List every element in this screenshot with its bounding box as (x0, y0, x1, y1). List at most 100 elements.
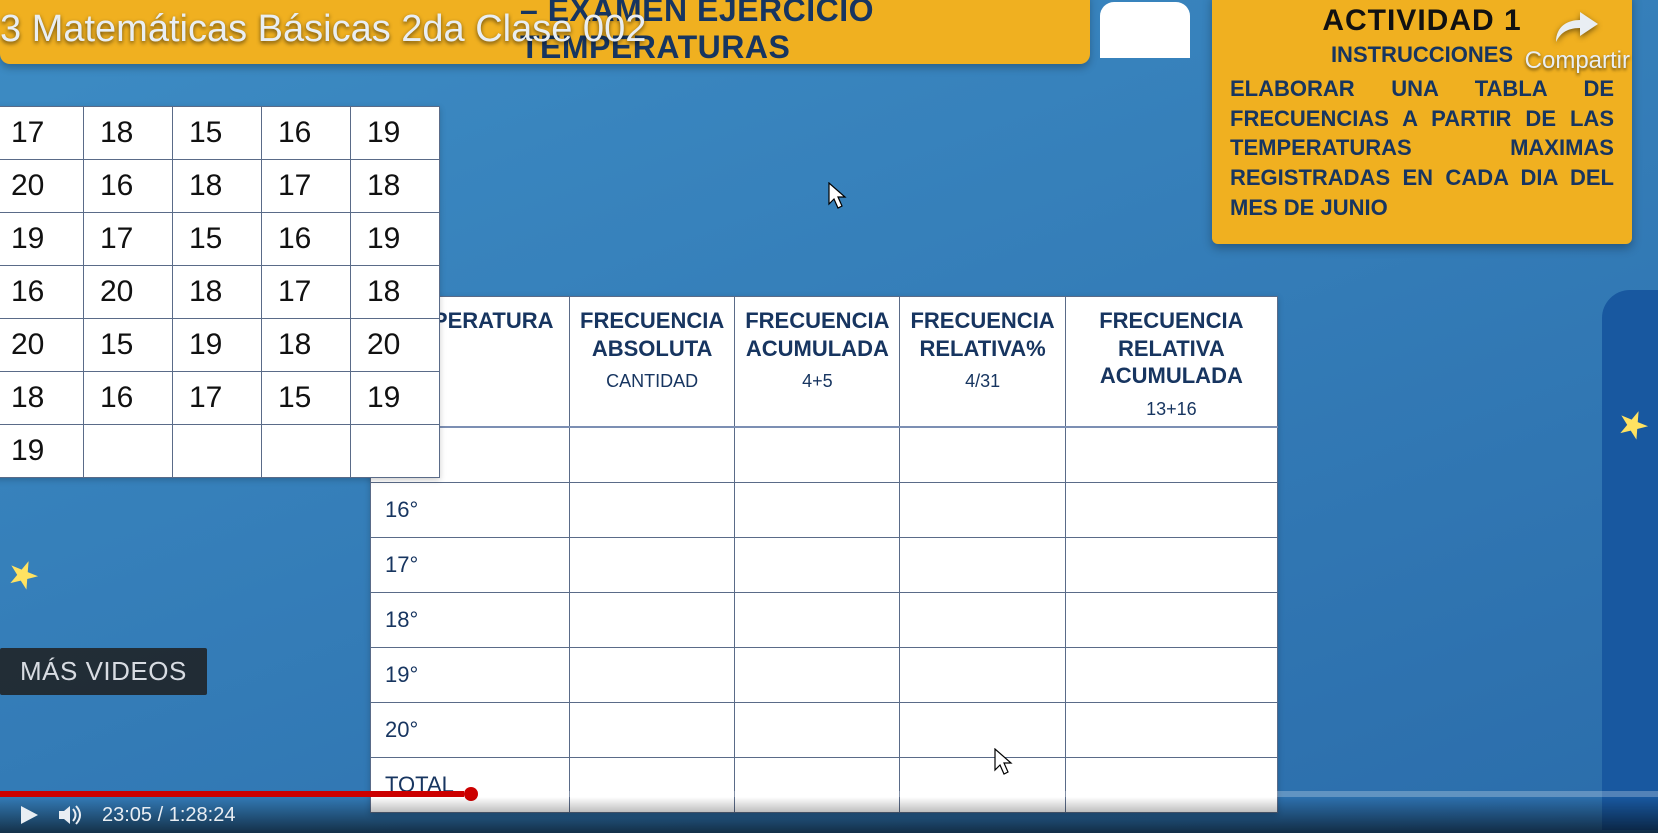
freq-cell: 19° (371, 648, 570, 703)
video-frame: – EXAMEN EJERCICIO TEMPERATURAS ACTIVIDA… (0, 0, 1658, 833)
data-grid-cell: 15 (262, 372, 351, 425)
data-grid-row: 2016181718 (0, 160, 440, 213)
data-grid-row: 2015191820 (0, 319, 440, 372)
data-grid-row: 19 (0, 425, 440, 478)
player-controls: 23:05 / 1:28:24 (0, 797, 1658, 833)
share-button[interactable]: Compartir (1525, 8, 1630, 75)
freq-cell (570, 483, 735, 538)
star-icon (3, 555, 42, 594)
freq-cell (1065, 483, 1277, 538)
volume-icon[interactable] (58, 804, 84, 826)
freq-row: 18° (371, 593, 1278, 648)
data-grid-row: 1917151619 (0, 213, 440, 266)
data-grid-cell: 18 (0, 372, 84, 425)
freq-cell (570, 427, 735, 483)
data-grid-cell: 15 (84, 319, 173, 372)
freq-cell (570, 593, 735, 648)
freq-header: FRECUENCIARELATIVA% 4/31 (900, 297, 1065, 428)
data-grid-cell: 20 (84, 266, 173, 319)
freq-cell (735, 593, 900, 648)
freq-cell (570, 538, 735, 593)
freq-cell (900, 483, 1065, 538)
freq-header: FRECUENCIAABSOLUTA CANTIDAD (570, 297, 735, 428)
freq-cell (735, 538, 900, 593)
share-icon (1554, 8, 1600, 44)
freq-row: 16° (371, 483, 1278, 538)
data-grid-cell (351, 425, 440, 478)
data-grid-cell: 18 (173, 266, 262, 319)
freq-row: 17° (371, 538, 1278, 593)
freq-cell (900, 427, 1065, 483)
data-grid-cell: 19 (351, 107, 440, 160)
data-grid-cell: 18 (262, 319, 351, 372)
more-videos-button[interactable]: MÁS VIDEOS (0, 648, 207, 695)
freq-cell (735, 648, 900, 703)
data-grid-cell: 17 (84, 213, 173, 266)
data-grid-row: 1718151619 (0, 107, 440, 160)
freq-cell (735, 483, 900, 538)
data-grid-cell: 15 (173, 213, 262, 266)
freq-cell (900, 593, 1065, 648)
data-grid-cell: 16 (262, 107, 351, 160)
freq-cell (1065, 593, 1277, 648)
data-grid-cell: 15 (173, 107, 262, 160)
data-grid-cell: 19 (0, 213, 84, 266)
data-grid-cell: 17 (0, 107, 84, 160)
data-grid: 1718151619201618171819171516191620181718… (0, 106, 440, 478)
data-grid-cell: 16 (262, 213, 351, 266)
freq-row: 20° (371, 703, 1278, 758)
freq-cell (1065, 703, 1277, 758)
decorative-rail (1602, 290, 1658, 830)
freq-row: 15° (371, 427, 1278, 483)
data-grid-cell: 20 (0, 319, 84, 372)
video-title[interactable]: 3 Matemáticas Básicas 2da Clase 002 (0, 8, 646, 51)
data-grid-cell (173, 425, 262, 478)
freq-cell (900, 703, 1065, 758)
data-grid-cell: 16 (84, 372, 173, 425)
decorative-tab (1100, 2, 1190, 58)
freq-header: FRECUENCIAACUMULADA 4+5 (735, 297, 900, 428)
freq-cell: 16° (371, 483, 570, 538)
data-grid-cell: 19 (173, 319, 262, 372)
data-grid-cell: 18 (351, 266, 440, 319)
share-label: Compartir (1525, 47, 1630, 75)
freq-header: FRECUENCIA RELATIVAACUMULADA 13+16 (1065, 297, 1277, 428)
freq-cell (735, 703, 900, 758)
data-grid-cell: 20 (0, 160, 84, 213)
data-grid-row: 1816171519 (0, 372, 440, 425)
data-grid-cell: 16 (84, 160, 173, 213)
data-grid-cell: 18 (173, 160, 262, 213)
activity-body: ELABORAR UNA TABLA DE FRECUENCIAS A PART… (1230, 74, 1614, 222)
freq-cell (570, 648, 735, 703)
data-grid-cell: 16 (0, 266, 84, 319)
freq-cell (1065, 538, 1277, 593)
data-grid-cell: 20 (351, 319, 440, 372)
time-display: 23:05 / 1:28:24 (102, 804, 235, 827)
data-grid-cell: 19 (351, 372, 440, 425)
cursor-icon (828, 182, 848, 215)
frequency-table: TEMPERATURA FRECUENCIAABSOLUTA CANTIDADF… (370, 296, 1278, 813)
data-grid-cell: 19 (0, 425, 84, 478)
freq-cell (735, 427, 900, 483)
freq-cell: 17° (371, 538, 570, 593)
slide-background: – EXAMEN EJERCICIO TEMPERATURAS ACTIVIDA… (0, 0, 1658, 833)
data-grid-cell: 18 (84, 107, 173, 160)
freq-cell: 20° (371, 703, 570, 758)
freq-cell (1065, 648, 1277, 703)
data-grid-row: 1620181718 (0, 266, 440, 319)
cursor-icon (994, 748, 1014, 781)
data-grid-cell: 17 (173, 372, 262, 425)
data-grid-cell: 18 (351, 160, 440, 213)
data-grid-cell: 17 (262, 160, 351, 213)
freq-cell (570, 703, 735, 758)
freq-cell (900, 648, 1065, 703)
freq-row: 19° (371, 648, 1278, 703)
freq-cell: 18° (371, 593, 570, 648)
play-icon[interactable] (18, 804, 40, 826)
data-grid-cell: 19 (351, 213, 440, 266)
data-grid-cell (262, 425, 351, 478)
freq-cell (900, 538, 1065, 593)
freq-cell (1065, 427, 1277, 483)
data-grid-cell: 17 (262, 266, 351, 319)
data-grid-cell (84, 425, 173, 478)
